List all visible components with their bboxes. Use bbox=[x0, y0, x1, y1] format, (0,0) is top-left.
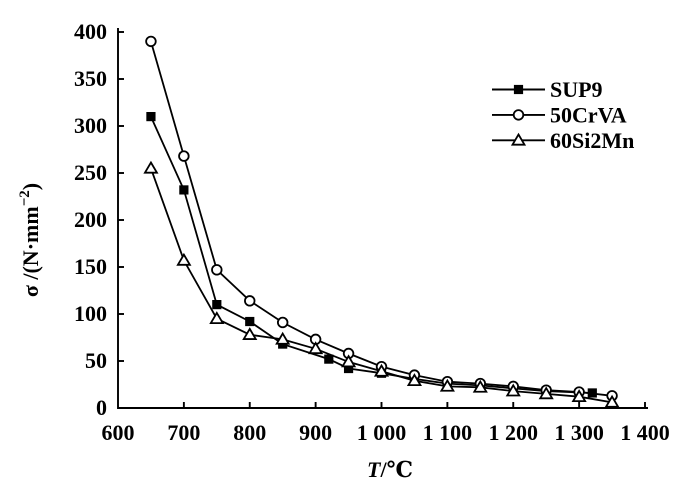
data-point bbox=[178, 150, 190, 162]
series-50crva bbox=[145, 35, 618, 402]
legend-item-60si2mn: 60Si2Mn bbox=[492, 128, 634, 153]
y-tick-label: 100 bbox=[74, 301, 107, 326]
x-tick-label: 700 bbox=[167, 420, 200, 445]
series-sup9 bbox=[146, 112, 597, 398]
data-point bbox=[242, 327, 258, 340]
data-point bbox=[472, 379, 488, 393]
x-tick-label: 1 400 bbox=[620, 420, 670, 445]
legend-marker bbox=[512, 109, 525, 121]
x-tick-label: 1 300 bbox=[554, 420, 604, 445]
x-tick-label: 800 bbox=[233, 420, 266, 445]
x-tick-label: 1 000 bbox=[357, 420, 407, 445]
legend-item-50crva: 50CrVA bbox=[492, 102, 627, 127]
data-point bbox=[538, 386, 554, 400]
data-point bbox=[343, 363, 354, 374]
y-tick-label: 300 bbox=[74, 113, 107, 138]
data-point bbox=[276, 316, 289, 329]
data-point bbox=[146, 112, 156, 122]
data-point bbox=[212, 300, 222, 310]
data-point bbox=[406, 373, 423, 387]
data-point bbox=[373, 363, 390, 377]
legend-marker bbox=[510, 132, 527, 146]
data-point bbox=[209, 311, 225, 324]
y-tick-label: 250 bbox=[74, 160, 107, 185]
data-point bbox=[439, 378, 455, 392]
data-point bbox=[176, 252, 192, 266]
data-point bbox=[245, 316, 255, 327]
data-point bbox=[324, 354, 334, 364]
data-point bbox=[308, 341, 324, 355]
x-axis-title: T/℃ bbox=[367, 457, 413, 482]
legend-label: 50CrVA bbox=[550, 102, 627, 127]
data-point bbox=[179, 185, 189, 195]
data-point bbox=[505, 383, 521, 397]
legend-label: 60Si2Mn bbox=[550, 128, 634, 153]
x-tick-label: 1 200 bbox=[489, 420, 539, 445]
y-tick-label: 150 bbox=[74, 254, 107, 279]
x-tick-label: 600 bbox=[102, 420, 135, 445]
y-tick-label: 400 bbox=[74, 19, 107, 44]
series-line bbox=[150, 116, 593, 394]
series-line bbox=[150, 41, 613, 397]
legend-marker bbox=[513, 84, 524, 95]
y-tick-label: 350 bbox=[74, 66, 107, 91]
data-point bbox=[143, 160, 159, 174]
legend-item-sup9: SUP9 bbox=[492, 77, 603, 102]
data-point bbox=[145, 35, 157, 48]
legend-label: SUP9 bbox=[550, 77, 603, 102]
series-60si2mn bbox=[143, 160, 620, 408]
data-point bbox=[275, 331, 291, 345]
x-tick-label: 1 100 bbox=[423, 420, 473, 445]
data-point bbox=[211, 264, 223, 276]
y-tick-label: 50 bbox=[85, 348, 107, 373]
data-point bbox=[571, 389, 587, 403]
axes-frame bbox=[117, 28, 648, 409]
y-axis-title: σ /(N·mm−2) bbox=[17, 183, 43, 297]
data-point bbox=[244, 295, 256, 307]
data-point bbox=[340, 354, 357, 368]
data-point bbox=[604, 394, 620, 408]
x-tick-label: 900 bbox=[299, 420, 332, 445]
y-tick-label: 200 bbox=[74, 207, 107, 232]
y-tick-label: 0 bbox=[96, 395, 107, 420]
